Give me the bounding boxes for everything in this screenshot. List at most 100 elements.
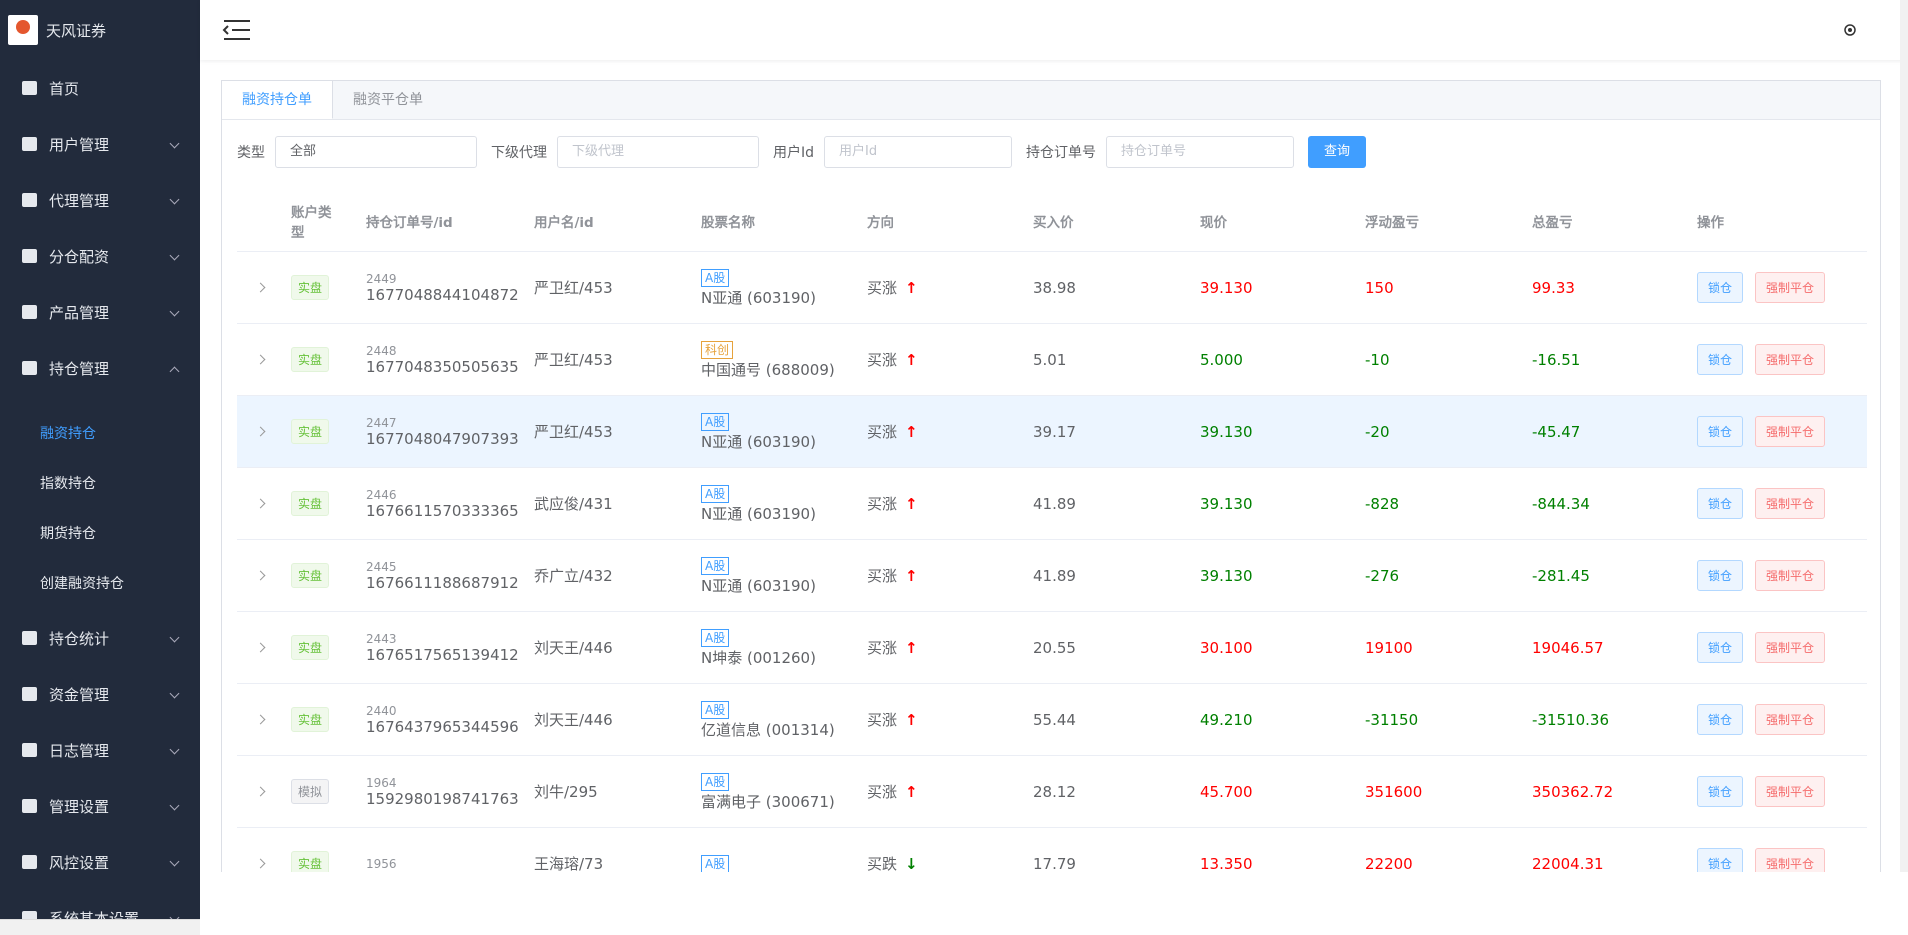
expand-icon[interactable]: [256, 571, 266, 581]
menu-item[interactable]: 产品管理: [0, 284, 200, 340]
position-id: 2445: [366, 560, 534, 574]
search-button[interactable]: 查询: [1308, 136, 1366, 168]
cell: 实盘: [291, 275, 366, 300]
header-cell: 方向: [867, 211, 1033, 231]
lock-button[interactable]: 锁仓: [1697, 488, 1743, 519]
tab[interactable]: 融资平仓单: [333, 81, 443, 119]
force-close-button[interactable]: 强制平仓: [1755, 560, 1825, 591]
menu-item[interactable]: 用户管理: [0, 116, 200, 172]
menu-label: 持仓统计: [49, 628, 109, 649]
force-close-button[interactable]: 强制平仓: [1755, 848, 1825, 872]
chevron: [170, 367, 180, 377]
cell: 锁仓强制平仓: [1697, 416, 1867, 447]
force-close-button[interactable]: 强制平仓: [1755, 704, 1825, 735]
menu-item[interactable]: 日志管理: [0, 722, 200, 778]
force-close-button[interactable]: 强制平仓: [1755, 632, 1825, 663]
table-row: 实盘24401676437965344596刘天王/446A股亿道信息 (001…: [237, 684, 1867, 756]
menu-label: 系统基本设置: [49, 908, 139, 920]
buy-price: 41.89: [1033, 495, 1200, 513]
expand-icon[interactable]: [256, 715, 266, 725]
force-close-button[interactable]: 强制平仓: [1755, 416, 1825, 447]
menu-item[interactable]: 首页: [0, 60, 200, 116]
expand-icon[interactable]: [256, 643, 266, 653]
expand-icon[interactable]: [256, 499, 266, 509]
menu-item[interactable]: 风控设置: [0, 834, 200, 890]
float-pnl: 19100: [1365, 639, 1532, 657]
table-header: 账户类型持仓订单号/id用户名/id股票名称方向买入价现价浮动盈亏总盈亏操作: [237, 190, 1867, 252]
lock-button[interactable]: 锁仓: [1697, 344, 1743, 375]
account-tag: 模拟: [291, 779, 329, 804]
lock-button[interactable]: 锁仓: [1697, 632, 1743, 663]
direction-arrow: ↑: [905, 711, 918, 729]
market-tag: A股: [701, 855, 729, 872]
cell: 锁仓强制平仓: [1697, 560, 1867, 591]
force-close-button[interactable]: 强制平仓: [1755, 488, 1825, 519]
cell: A股N坤泰 (001260): [701, 628, 867, 668]
expand-icon[interactable]: [256, 283, 266, 293]
submenu-item[interactable]: 创建融资持仓: [0, 558, 200, 608]
menu-item[interactable]: 持仓统计: [0, 610, 200, 666]
cell: 买涨↑: [867, 421, 1033, 442]
stock: N亚通 (603190): [701, 433, 816, 451]
header-cell: 买入价: [1033, 211, 1200, 231]
direction-arrow: ↑: [905, 351, 918, 369]
tab[interactable]: 融资持仓单: [222, 81, 333, 119]
expand-icon[interactable]: [256, 859, 266, 869]
lock-button[interactable]: 锁仓: [1697, 704, 1743, 735]
force-close-button[interactable]: 强制平仓: [1755, 272, 1825, 303]
cell: 24431676517565139412: [366, 632, 534, 664]
expand-icon[interactable]: [256, 427, 266, 437]
order-no: 1677048350505635: [366, 358, 519, 376]
force-close-button[interactable]: 强制平仓: [1755, 776, 1825, 807]
menu-label: 代理管理: [49, 190, 109, 211]
lock-button[interactable]: 锁仓: [1697, 272, 1743, 303]
menu-item[interactable]: 管理设置: [0, 778, 200, 834]
force-close-button[interactable]: 强制平仓: [1755, 344, 1825, 375]
menu-item[interactable]: 系统基本设置: [0, 890, 200, 919]
current-price: 30.100: [1200, 639, 1365, 657]
menu-icon: [22, 631, 37, 645]
menu-item[interactable]: 资金管理: [0, 666, 200, 722]
cell: 锁仓强制平仓: [1697, 632, 1867, 663]
menu-toggle[interactable]: [222, 18, 252, 42]
stock: 富满电子 (300671): [701, 793, 835, 811]
menu-item[interactable]: 分仓配资: [0, 228, 200, 284]
menu-label: 用户管理: [49, 134, 109, 155]
lock-button[interactable]: 锁仓: [1697, 560, 1743, 591]
expand-icon[interactable]: [256, 355, 266, 365]
menu-item[interactable]: 持仓管理: [0, 340, 200, 396]
submenu-item[interactable]: 融资持仓: [0, 408, 200, 458]
select[interactable]: 下级代理: [557, 136, 759, 168]
direction: 买涨: [867, 639, 897, 657]
cell: 24401676437965344596: [366, 704, 534, 736]
lock-button[interactable]: 锁仓: [1697, 416, 1743, 447]
lock-button[interactable]: 锁仓: [1697, 776, 1743, 807]
market-tag: A股: [701, 485, 729, 503]
cell: [237, 356, 291, 363]
order-no: 1677048047907393: [366, 430, 519, 448]
submenu-item[interactable]: 指数持仓: [0, 458, 200, 508]
settings-icon[interactable]: [1842, 22, 1858, 38]
float-pnl: 22200: [1365, 855, 1532, 873]
lock-button[interactable]: 锁仓: [1697, 848, 1743, 872]
select[interactable]: 全部: [275, 136, 477, 168]
stock: 中国通号 (688009): [701, 361, 835, 379]
submenu-item[interactable]: 期货持仓: [0, 508, 200, 558]
market-tag: A股: [701, 773, 729, 791]
direction: 买跌: [867, 855, 897, 872]
order-no: 1676517565139412: [366, 646, 519, 664]
chevron: [170, 857, 180, 867]
menu-item[interactable]: 代理管理: [0, 172, 200, 228]
input[interactable]: 用户Id: [824, 136, 1012, 168]
total-pnl: 19046.57: [1532, 639, 1697, 657]
cell: 实盘: [291, 635, 366, 660]
expand-icon[interactable]: [256, 787, 266, 797]
chevron: [170, 307, 180, 317]
sidebar: 天风证券 首页用户管理代理管理分仓配资产品管理持仓管理融资持仓指数持仓期货持仓创…: [0, 0, 200, 919]
chevron: [170, 195, 180, 205]
cell: [237, 428, 291, 435]
account-tag: 实盘: [291, 851, 329, 872]
menu-icon: [22, 911, 37, 919]
cell: A股富满电子 (300671): [701, 772, 867, 812]
input[interactable]: 持仓订单号: [1106, 136, 1294, 168]
